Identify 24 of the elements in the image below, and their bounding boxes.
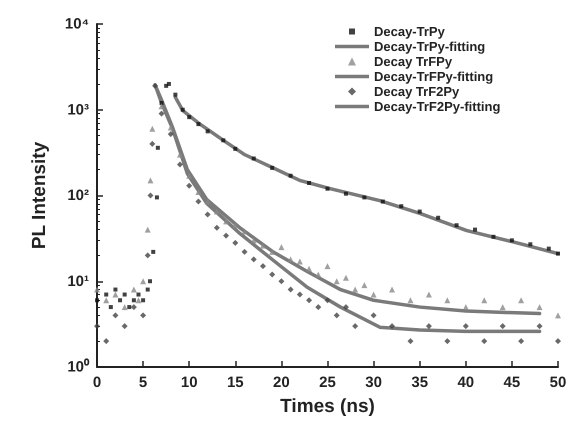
x-tick-label: 50 (550, 374, 566, 391)
x-tick-label: 30 (365, 374, 382, 391)
legend-label: Decay TrFPy (374, 54, 453, 69)
x-tick-label: 40 (457, 374, 474, 391)
y-tick-label: 10³ (67, 101, 89, 118)
x-tick-label: 5 (138, 374, 148, 391)
legend-label: Decay-TrPy (374, 24, 446, 39)
y-tick-label: 10¹ (67, 272, 89, 290)
x-tick-label: 10 (180, 374, 198, 391)
legend-label: Decay-TrPy-fitting (374, 39, 486, 54)
x-tick-label: 25 (319, 374, 336, 391)
x-tick-label: 0 (92, 374, 102, 391)
x-tick-label: 35 (411, 374, 428, 391)
y-tick-label: 10⁰ (67, 358, 90, 376)
x-tick-label: 15 (226, 374, 244, 391)
legend-label: Decay TrF2Py (374, 84, 460, 99)
x-tick-label: 20 (273, 374, 290, 391)
y-tick-label: 10² (67, 187, 89, 204)
legend-label: Decay-TrF2Py-fitting (374, 99, 500, 114)
x-axis-title: Times (ns) (280, 396, 375, 417)
y-axis-title: PL Intensity (29, 141, 50, 250)
x-tick-label: 45 (504, 374, 520, 391)
y-tick-label: 10⁴ (64, 16, 89, 32)
legend-label: Decay-TrFPy-fitting (374, 69, 494, 84)
